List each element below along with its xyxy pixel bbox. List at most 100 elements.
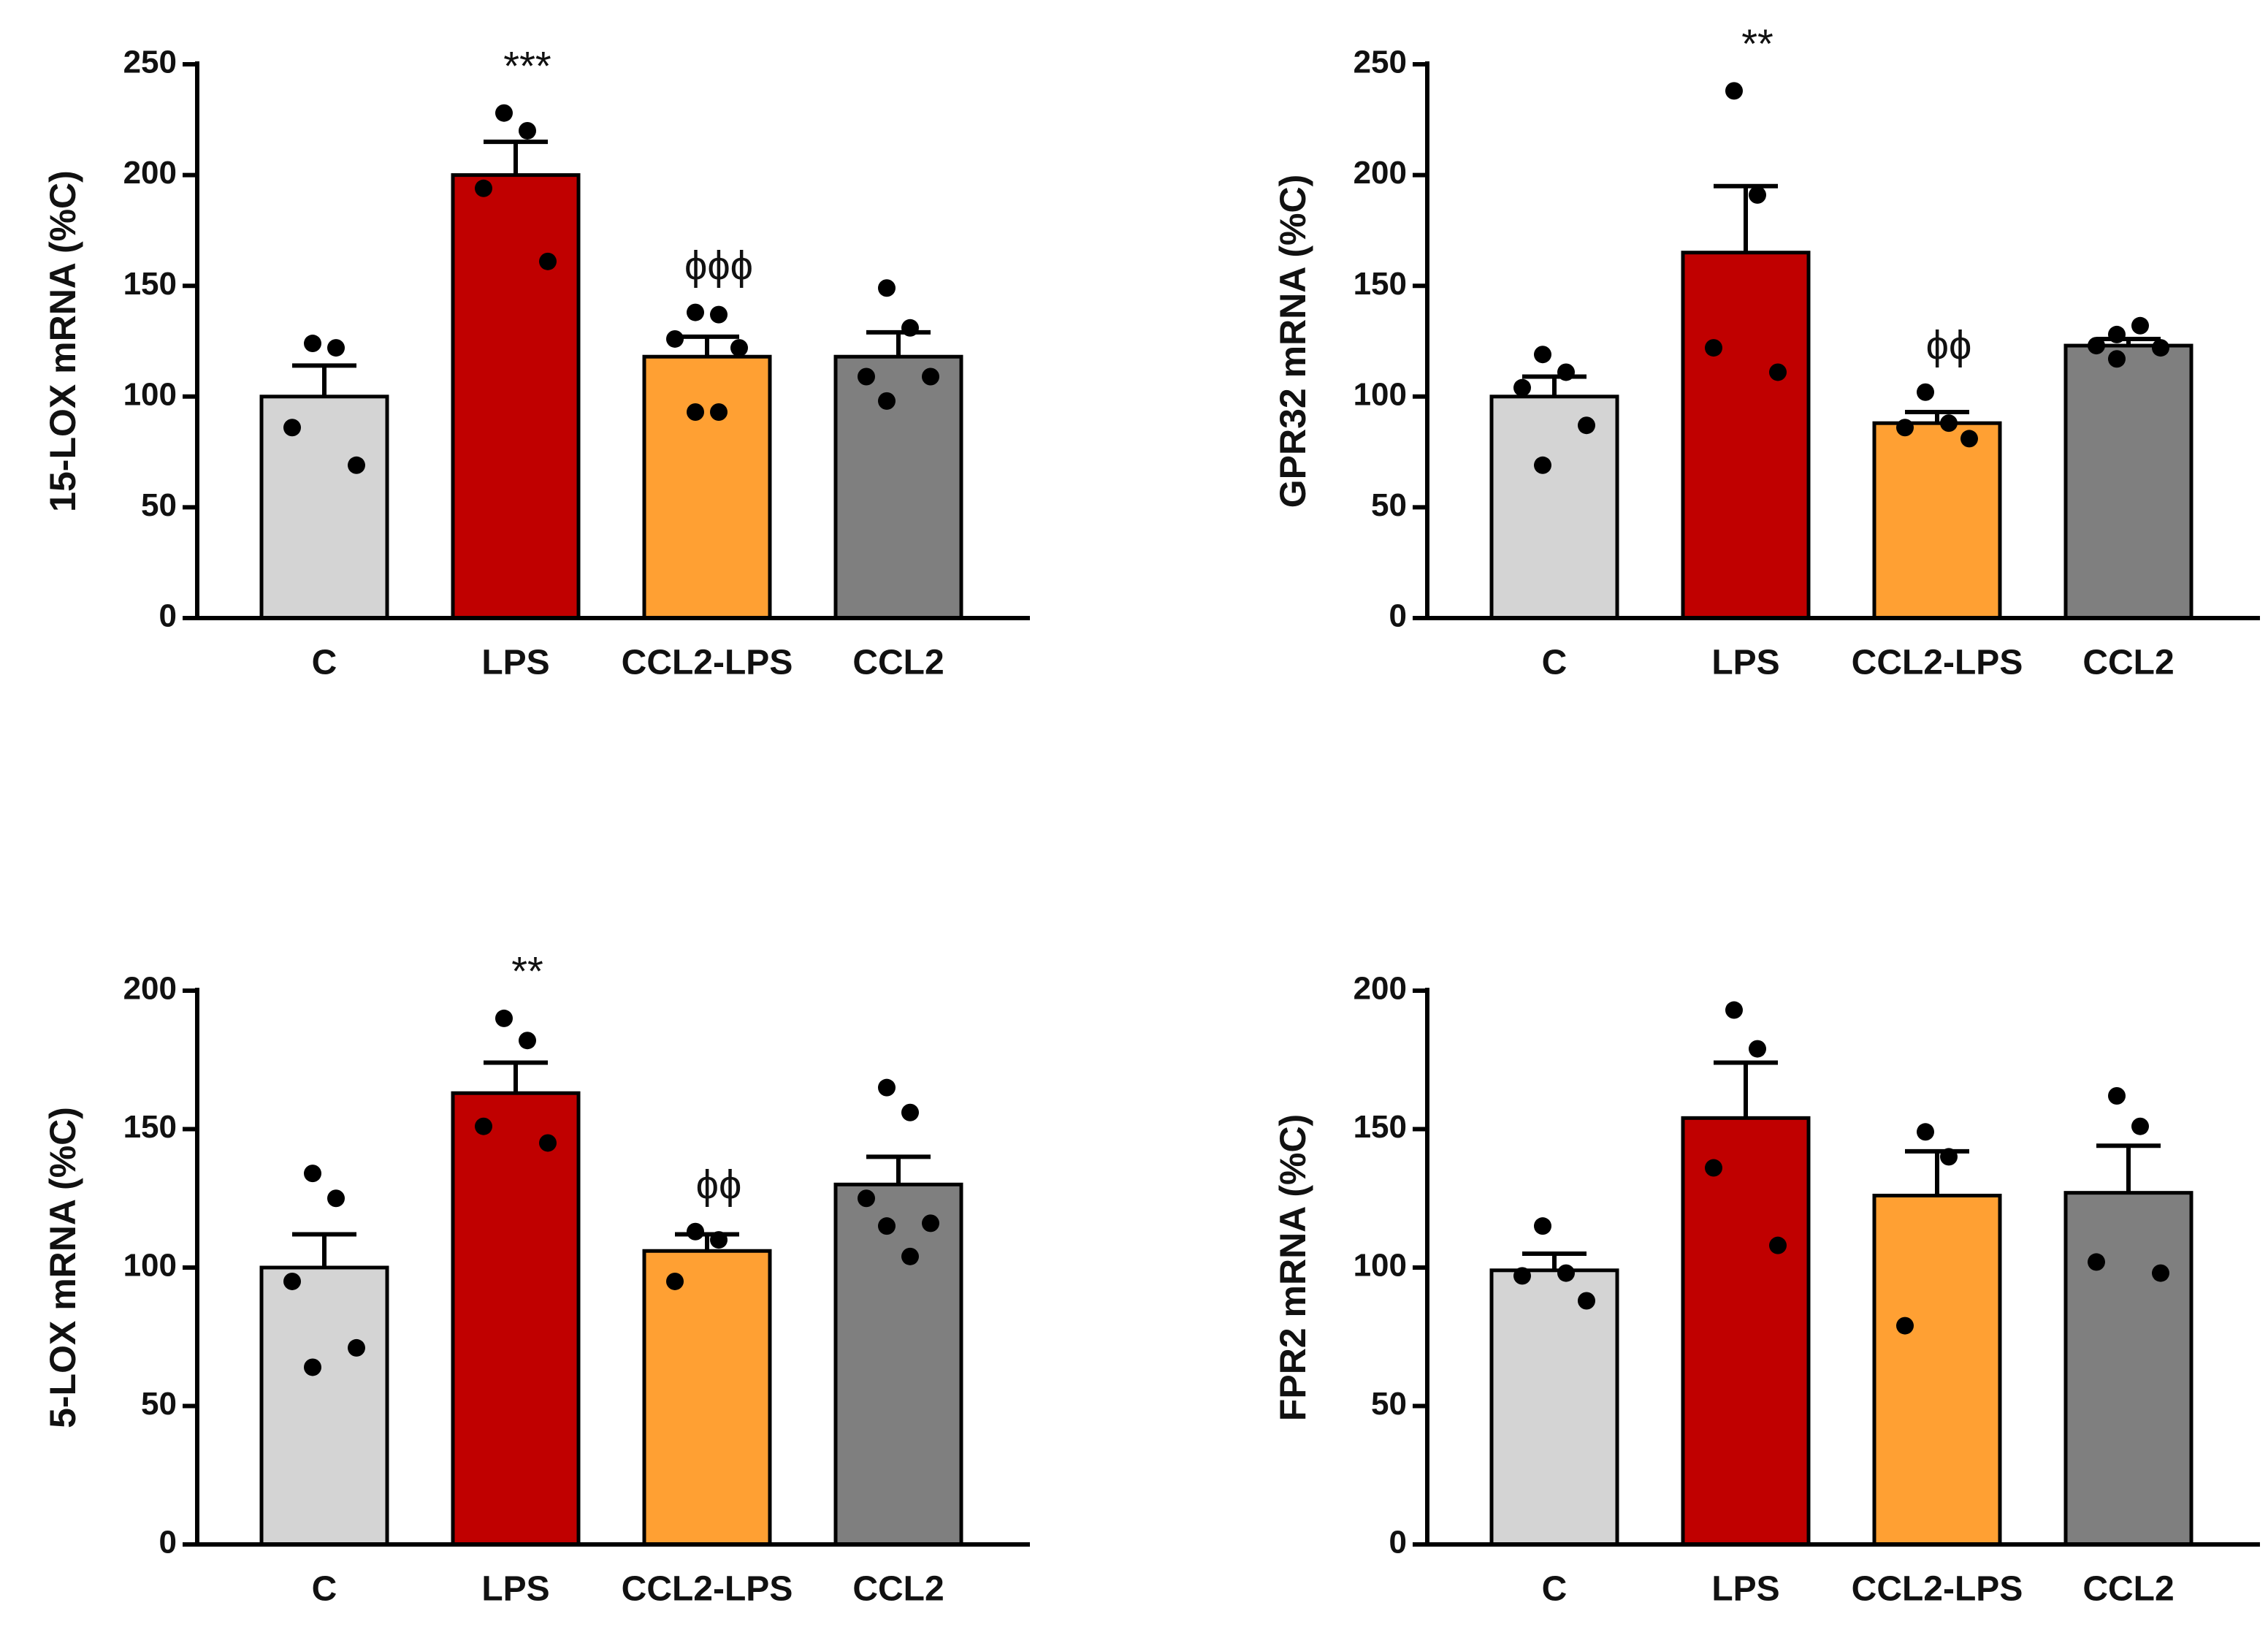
data-point [858, 1189, 875, 1208]
data-point [666, 329, 684, 348]
bar [642, 1249, 772, 1547]
y-tick-label: 250 [1353, 45, 1407, 80]
x-tick-label: CCL2-LPS [1852, 1570, 2023, 1609]
significance: ϕϕ [1926, 322, 1972, 368]
x-tick-label: CCL2 [2082, 644, 2174, 682]
data-point [687, 303, 704, 321]
bar [259, 395, 389, 620]
significance: ** [511, 948, 543, 994]
data-point [1960, 430, 1978, 448]
data-point [710, 403, 728, 422]
data-point [1917, 1123, 1934, 1141]
data-point [1940, 1148, 1958, 1166]
y-axis-label: 15-LOX mRNA (%C) [42, 170, 83, 512]
x-tick-label: C [312, 644, 337, 682]
data-point [878, 392, 896, 410]
data-point [1705, 339, 1722, 357]
data-point [1896, 1317, 1914, 1335]
data-point [858, 367, 875, 386]
data-point [304, 335, 321, 353]
data-point [2108, 1087, 2126, 1105]
data-point [922, 367, 939, 386]
y-tick-label: 100 [123, 1248, 177, 1284]
data-point [539, 252, 557, 270]
bar [833, 1182, 963, 1547]
y-axis-label: GPR32 mRNA (%C) [1272, 175, 1313, 508]
data-point [1749, 1040, 1766, 1058]
bar [642, 354, 772, 620]
bar [259, 1265, 389, 1547]
data-point [2131, 316, 2149, 335]
data-point [327, 339, 345, 357]
y-axis-label: FPR2 mRNA (%C) [1272, 1114, 1313, 1421]
bar [1489, 395, 1619, 620]
data-point [730, 339, 748, 357]
bar [451, 1091, 581, 1547]
data-point [304, 1358, 321, 1376]
x-tick-label: LPS [1711, 1570, 1779, 1609]
y-tick-label: 200 [1353, 971, 1407, 1007]
data-point [1578, 1292, 1595, 1310]
significance: ** [1741, 20, 1773, 66]
y-tick-label: 150 [1353, 266, 1407, 302]
bar [2063, 1191, 2193, 1547]
data-point [2152, 1264, 2169, 1282]
x-tick-label: CCL2 [2082, 1570, 2174, 1609]
data-point [2088, 337, 2105, 355]
x-tick-label: C [1542, 644, 1568, 682]
data-point [1557, 1264, 1575, 1282]
y-tick-label: 50 [141, 1386, 177, 1422]
data-point [327, 1189, 345, 1208]
data-point [283, 419, 301, 437]
y-tick-label: 50 [1371, 487, 1407, 523]
data-point [2108, 350, 2126, 368]
y-tick-label: 0 [159, 1525, 177, 1561]
bar [1872, 421, 2002, 620]
data-point [495, 1009, 513, 1027]
x-tick-label: LPS [481, 1570, 549, 1609]
data-point [1917, 383, 1934, 401]
data-point [710, 1231, 728, 1249]
data-point [1534, 456, 1551, 474]
y-tick-label: 0 [1389, 598, 1407, 634]
x-tick-label: CCL2-LPS [622, 1570, 793, 1609]
bar [1681, 251, 1811, 620]
y-tick-label: 150 [1353, 1109, 1407, 1145]
data-point [2088, 1253, 2105, 1271]
bar [2063, 343, 2193, 620]
bar [1872, 1193, 2002, 1547]
data-point [1940, 414, 1958, 433]
data-point [1534, 1217, 1551, 1235]
data-point [878, 279, 896, 297]
data-point [1725, 1001, 1743, 1019]
x-tick-label: C [1542, 1570, 1568, 1609]
x-tick-label: LPS [481, 644, 549, 682]
data-point [2131, 1117, 2149, 1135]
data-point [710, 305, 728, 324]
data-point [901, 319, 919, 337]
data-point [519, 1032, 536, 1050]
significance: ϕϕϕ [684, 242, 753, 288]
x-tick-label: CCL2 [852, 1570, 944, 1609]
data-point [1557, 363, 1575, 381]
y-tick-label: 200 [123, 971, 177, 1007]
data-point [1534, 346, 1551, 364]
data-point [2152, 339, 2169, 357]
data-point [1725, 82, 1743, 100]
data-point [1513, 1267, 1531, 1285]
data-point [1513, 378, 1531, 397]
x-tick-label: CCL2 [852, 644, 944, 682]
y-tick-label: 100 [123, 376, 177, 412]
data-point [901, 1247, 919, 1265]
data-point [1769, 1236, 1787, 1254]
data-point [475, 1117, 492, 1135]
bar [451, 173, 581, 620]
data-point [922, 1214, 939, 1232]
x-tick-label: C [312, 1570, 337, 1609]
y-axis-label: 5-LOX mRNA (%C) [42, 1107, 83, 1428]
y-tick-label: 150 [123, 1109, 177, 1145]
y-tick-label: 100 [1353, 1248, 1407, 1284]
bar [1489, 1268, 1619, 1547]
y-tick-label: 200 [1353, 155, 1407, 191]
